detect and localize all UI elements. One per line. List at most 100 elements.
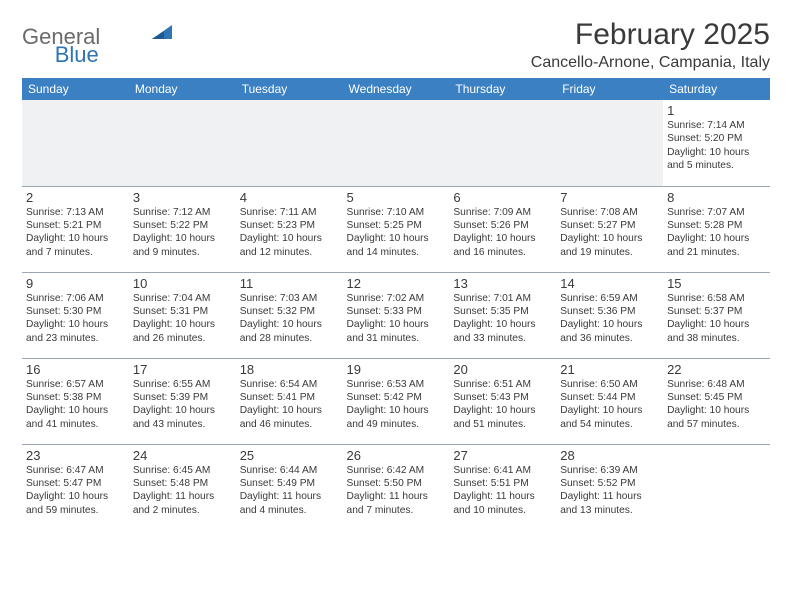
- sunrise: Sunrise: 6:42 AM: [347, 464, 446, 477]
- sunset: Sunset: 5:41 PM: [240, 391, 339, 404]
- sunset: Sunset: 5:27 PM: [560, 219, 659, 232]
- sunset: Sunset: 5:42 PM: [347, 391, 446, 404]
- sunrise: Sunrise: 7:13 AM: [26, 206, 125, 219]
- day-number: 7: [560, 190, 659, 205]
- sunrise: Sunrise: 7:09 AM: [453, 206, 552, 219]
- day-number: 11: [240, 276, 339, 291]
- sunrise: Sunrise: 6:45 AM: [133, 464, 232, 477]
- day-cell: 20Sunrise: 6:51 AMSunset: 5:43 PMDayligh…: [449, 358, 556, 444]
- sunset: Sunset: 5:45 PM: [667, 391, 766, 404]
- title-block: February 2025 Cancello-Arnone, Campania,…: [531, 18, 770, 72]
- day-cell: 12Sunrise: 7:02 AMSunset: 5:33 PMDayligh…: [343, 272, 450, 358]
- sunset: Sunset: 5:51 PM: [453, 477, 552, 490]
- daylight: Daylight: 10 hours and 57 minutes.: [667, 404, 766, 431]
- dow-sat: Saturday: [663, 78, 770, 100]
- sunset: Sunset: 5:31 PM: [133, 305, 232, 318]
- day-number: 20: [453, 362, 552, 377]
- daylight: Daylight: 10 hours and 23 minutes.: [26, 318, 125, 345]
- sunrise: Sunrise: 6:44 AM: [240, 464, 339, 477]
- dow-sun: Sunday: [22, 78, 129, 100]
- day-cell: 1 Sunrise: 7:14 AM Sunset: 5:20 PM Dayli…: [663, 100, 770, 186]
- week-row: 16Sunrise: 6:57 AMSunset: 5:38 PMDayligh…: [22, 358, 770, 444]
- day-number: 3: [133, 190, 232, 205]
- daylight: Daylight: 10 hours and 28 minutes.: [240, 318, 339, 345]
- daylight: Daylight: 10 hours and 38 minutes.: [667, 318, 766, 345]
- calendar-table: Sunday Monday Tuesday Wednesday Thursday…: [22, 78, 770, 530]
- day-cell: 15Sunrise: 6:58 AMSunset: 5:37 PMDayligh…: [663, 272, 770, 358]
- day-number: 23: [26, 448, 125, 463]
- day-number: 26: [347, 448, 446, 463]
- sunrise: Sunrise: 7:14 AM: [667, 119, 766, 132]
- daylight: Daylight: 10 hours and 16 minutes.: [453, 232, 552, 259]
- sunrise: Sunrise: 7:04 AM: [133, 292, 232, 305]
- daylight: Daylight: 10 hours and 12 minutes.: [240, 232, 339, 259]
- sunset: Sunset: 5:50 PM: [347, 477, 446, 490]
- sunrise: Sunrise: 6:51 AM: [453, 378, 552, 391]
- day-cell: 7Sunrise: 7:08 AMSunset: 5:27 PMDaylight…: [556, 186, 663, 272]
- sunset: Sunset: 5:25 PM: [347, 219, 446, 232]
- sunset: Sunset: 5:26 PM: [453, 219, 552, 232]
- day-cell: 22Sunrise: 6:48 AMSunset: 5:45 PMDayligh…: [663, 358, 770, 444]
- day-cell: 18Sunrise: 6:54 AMSunset: 5:41 PMDayligh…: [236, 358, 343, 444]
- day-cell: 9Sunrise: 7:06 AMSunset: 5:30 PMDaylight…: [22, 272, 129, 358]
- daylight: Daylight: 11 hours and 13 minutes.: [560, 490, 659, 517]
- day-cell: 3Sunrise: 7:12 AMSunset: 5:22 PMDaylight…: [129, 186, 236, 272]
- day-cell: 11Sunrise: 7:03 AMSunset: 5:32 PMDayligh…: [236, 272, 343, 358]
- sunset: Sunset: 5:20 PM: [667, 132, 766, 145]
- day-number: 6: [453, 190, 552, 205]
- daylight: Daylight: 10 hours and 7 minutes.: [26, 232, 125, 259]
- sunset: Sunset: 5:48 PM: [133, 477, 232, 490]
- location-text: Cancello-Arnone, Campania, Italy: [531, 54, 770, 72]
- daylight: Daylight: 10 hours and 5 minutes.: [667, 146, 766, 173]
- month-title: February 2025: [531, 18, 770, 52]
- dow-tue: Tuesday: [236, 78, 343, 100]
- day-cell: 19Sunrise: 6:53 AMSunset: 5:42 PMDayligh…: [343, 358, 450, 444]
- daylight: Daylight: 10 hours and 54 minutes.: [560, 404, 659, 431]
- day-cell: 23Sunrise: 6:47 AMSunset: 5:47 PMDayligh…: [22, 444, 129, 530]
- day-number: 8: [667, 190, 766, 205]
- day-number: 17: [133, 362, 232, 377]
- week-row: 9Sunrise: 7:06 AMSunset: 5:30 PMDaylight…: [22, 272, 770, 358]
- empty-cell: [556, 100, 663, 186]
- daylight: Daylight: 10 hours and 46 minutes.: [240, 404, 339, 431]
- week-row: 23Sunrise: 6:47 AMSunset: 5:47 PMDayligh…: [22, 444, 770, 530]
- sunset: Sunset: 5:33 PM: [347, 305, 446, 318]
- day-cell: 14Sunrise: 6:59 AMSunset: 5:36 PMDayligh…: [556, 272, 663, 358]
- day-cell: 13Sunrise: 7:01 AMSunset: 5:35 PMDayligh…: [449, 272, 556, 358]
- sunset: Sunset: 5:49 PM: [240, 477, 339, 490]
- daylight: Daylight: 10 hours and 19 minutes.: [560, 232, 659, 259]
- empty-cell: [236, 100, 343, 186]
- brand-word2: Blue: [55, 42, 99, 67]
- day-cell: 2Sunrise: 7:13 AMSunset: 5:21 PMDaylight…: [22, 186, 129, 272]
- daylight: Daylight: 10 hours and 26 minutes.: [133, 318, 232, 345]
- sunset: Sunset: 5:36 PM: [560, 305, 659, 318]
- sunrise: Sunrise: 7:10 AM: [347, 206, 446, 219]
- sunrise: Sunrise: 7:11 AM: [240, 206, 339, 219]
- day-cell: 21Sunrise: 6:50 AMSunset: 5:44 PMDayligh…: [556, 358, 663, 444]
- sunrise: Sunrise: 6:39 AM: [560, 464, 659, 477]
- empty-cell: [663, 444, 770, 530]
- sunset: Sunset: 5:52 PM: [560, 477, 659, 490]
- sunrise: Sunrise: 7:06 AM: [26, 292, 125, 305]
- daylight: Daylight: 10 hours and 49 minutes.: [347, 404, 446, 431]
- day-cell: 5Sunrise: 7:10 AMSunset: 5:25 PMDaylight…: [343, 186, 450, 272]
- day-number: 5: [347, 190, 446, 205]
- sunrise: Sunrise: 7:03 AM: [240, 292, 339, 305]
- day-number: 4: [240, 190, 339, 205]
- dow-mon: Monday: [129, 78, 236, 100]
- sunrise: Sunrise: 6:59 AM: [560, 292, 659, 305]
- empty-cell: [449, 100, 556, 186]
- sunrise: Sunrise: 6:55 AM: [133, 378, 232, 391]
- week-row: 1 Sunrise: 7:14 AM Sunset: 5:20 PM Dayli…: [22, 100, 770, 186]
- day-cell: 17Sunrise: 6:55 AMSunset: 5:39 PMDayligh…: [129, 358, 236, 444]
- header: General Blue February 2025 Cancello-Arno…: [22, 18, 770, 72]
- dow-thu: Thursday: [449, 78, 556, 100]
- day-number: 10: [133, 276, 232, 291]
- day-cell: 6Sunrise: 7:09 AMSunset: 5:26 PMDaylight…: [449, 186, 556, 272]
- daylight: Daylight: 11 hours and 7 minutes.: [347, 490, 446, 517]
- week-row: 2Sunrise: 7:13 AMSunset: 5:21 PMDaylight…: [22, 186, 770, 272]
- day-number: 14: [560, 276, 659, 291]
- empty-cell: [22, 100, 129, 186]
- day-cell: 4Sunrise: 7:11 AMSunset: 5:23 PMDaylight…: [236, 186, 343, 272]
- sunrise: Sunrise: 6:58 AM: [667, 292, 766, 305]
